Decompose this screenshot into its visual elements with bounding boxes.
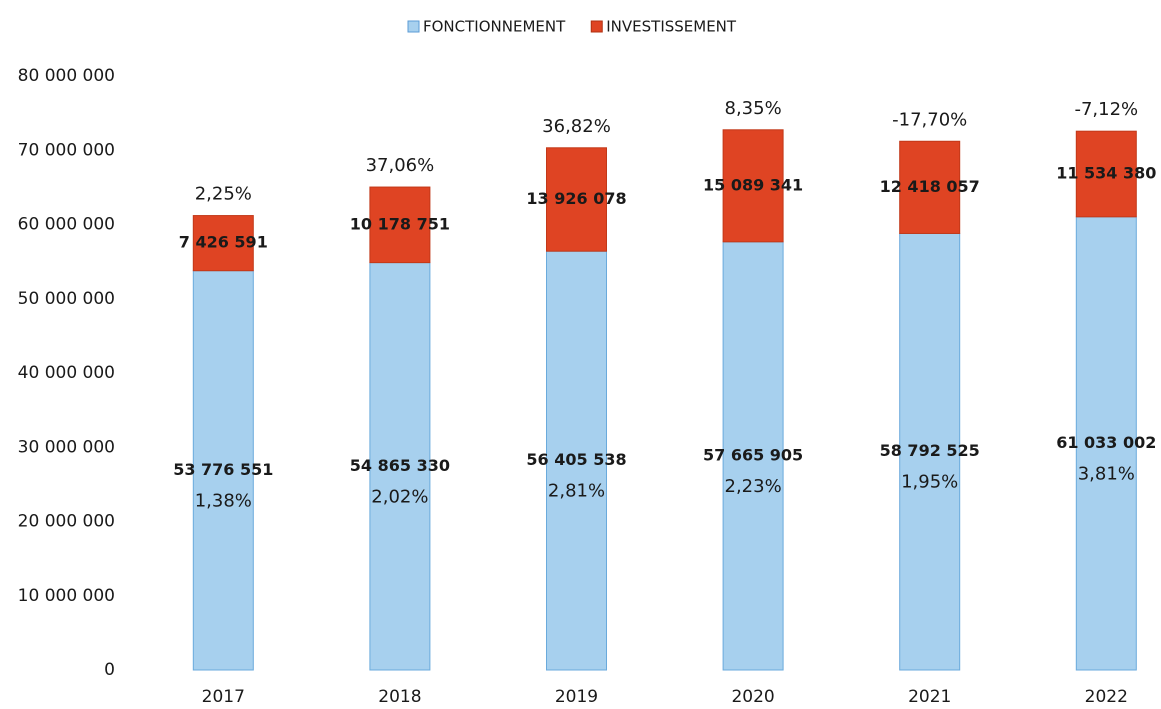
y-tick-label: 20 000 000 — [18, 512, 115, 532]
bar-segment — [546, 250, 607, 671]
growth-label: -7,12% — [1074, 99, 1138, 120]
value-label: 11 534 380 — [1056, 164, 1156, 183]
bar-segment — [722, 241, 784, 671]
growth-label: 3,81% — [1078, 463, 1135, 484]
value-label: 53 776 551 — [173, 460, 273, 479]
bar-segment — [899, 140, 961, 234]
legend-label: INVESTISSEMENT — [606, 18, 737, 36]
growth-label: 2,25% — [195, 184, 252, 205]
x-tick-label: 2022 — [1085, 687, 1128, 707]
y-tick-label: 0 — [104, 660, 115, 680]
value-label: 54 865 330 — [350, 456, 450, 475]
y-tick-label: 30 000 000 — [18, 437, 115, 457]
x-tick-label: 2019 — [555, 687, 598, 707]
bar-segment — [369, 186, 431, 264]
bar-segment — [192, 215, 254, 272]
x-tick-label: 2021 — [908, 687, 951, 707]
bar-segment — [546, 147, 607, 252]
x-tick-label: 2017 — [202, 687, 245, 707]
bar-segment — [722, 129, 784, 243]
growth-label: 2,81% — [548, 481, 605, 502]
value-label: 7 426 591 — [179, 233, 268, 252]
value-label: 15 089 341 — [703, 175, 803, 194]
value-label: 10 178 751 — [350, 214, 450, 233]
bar-segment — [1075, 130, 1137, 218]
legend-swatch — [407, 20, 420, 33]
growth-label: -17,70% — [892, 109, 967, 130]
y-tick-label: 40 000 000 — [18, 363, 115, 383]
bar-segment — [192, 270, 254, 671]
y-tick-label: 70 000 000 — [18, 140, 115, 160]
value-label: 61 033 002 — [1056, 433, 1156, 452]
value-label: 13 926 078 — [526, 189, 626, 208]
value-label: 57 665 905 — [703, 445, 803, 464]
growth-label: 36,82% — [542, 116, 611, 137]
legend-label: FONCTIONNEMENT — [423, 18, 566, 36]
bar-segment — [1075, 216, 1137, 671]
x-tick-label: 2020 — [731, 687, 774, 707]
bar-segment — [899, 232, 961, 671]
legend-swatch — [590, 20, 603, 33]
value-label: 12 418 057 — [880, 177, 980, 196]
growth-label: 2,23% — [725, 476, 782, 497]
y-tick-label: 80 000 000 — [18, 66, 115, 86]
y-tick-label: 60 000 000 — [18, 215, 115, 235]
growth-label: 1,95% — [901, 472, 958, 493]
value-label: 56 405 538 — [526, 450, 626, 469]
growth-label: 8,35% — [725, 98, 782, 119]
growth-label: 37,06% — [366, 155, 435, 176]
growth-label: 1,38% — [195, 490, 252, 511]
value-label: 58 792 525 — [880, 441, 980, 460]
growth-label: 2,02% — [371, 486, 428, 507]
y-tick-label: 50 000 000 — [18, 289, 115, 309]
x-tick-label: 2018 — [378, 687, 421, 707]
y-tick-label: 10 000 000 — [18, 586, 115, 606]
